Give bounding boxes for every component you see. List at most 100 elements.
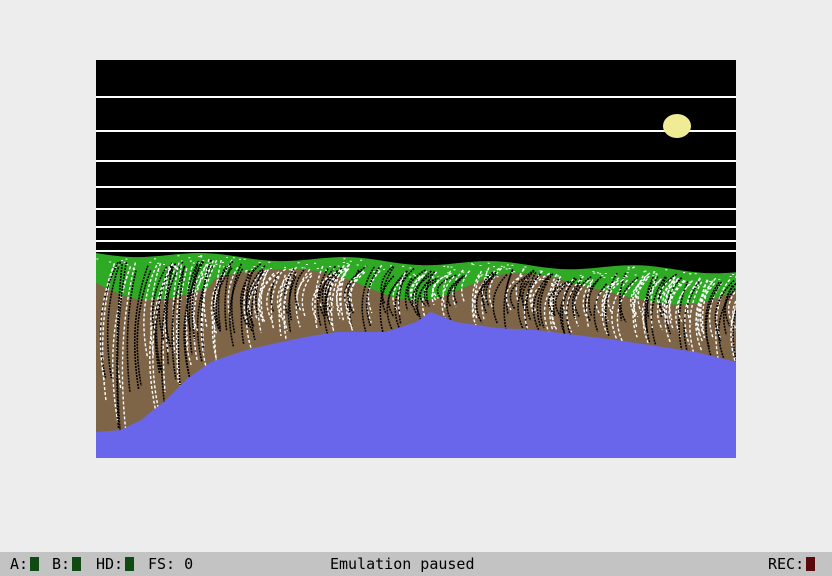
grass-speck [479,265,482,266]
grass-strand [637,273,649,313]
grass-speck [443,265,446,267]
emulator-screen[interactable] [96,60,736,458]
grass-speck [481,274,484,276]
grass-strand [240,270,251,345]
grass-speck [409,276,412,278]
status-message: Emulation paused [330,555,475,573]
grass-strand [200,259,218,367]
grass-strand [571,282,581,319]
grass-speck [121,260,123,262]
grass-strand [386,270,408,333]
grass-speck [447,266,449,268]
grass-strand [270,276,280,330]
status-bar: A: B: HD: FS: 0 Emulation paused REC: [0,552,832,576]
grass-speck [226,256,228,258]
grass-speck [511,264,514,266]
grass-speck [343,258,346,260]
grass-speck [689,273,692,275]
grass-speck [364,265,367,267]
grass-speck [694,273,697,275]
grass-strand [215,267,233,333]
grass-strand [171,265,186,380]
grass-speck [580,280,583,282]
grass-speck [402,265,405,267]
grass-speck [496,276,499,278]
grass-speck [729,276,732,277]
grass-speck [588,279,591,281]
grass-strand [175,260,183,383]
grass-speck [346,262,349,264]
grass-speck [192,262,195,264]
grass-speck [625,276,628,278]
grass-strand [452,269,464,308]
drive-a-label: A: [10,555,29,573]
grass-speck [163,264,165,265]
grass-speck [554,275,557,277]
grass-speck [197,262,200,264]
grass-speck [316,268,319,269]
grass-speck [506,264,509,266]
drive-a-indicator: A: [10,552,40,576]
grass-speck [522,268,525,270]
grass-speck [199,266,202,268]
drive-a-led [30,557,40,571]
grass-speck [253,266,256,267]
grass-speck [437,276,440,278]
grass-speck [550,283,553,284]
grass-strand [258,271,280,323]
grass-speck [627,266,630,268]
grass-strand [442,270,452,309]
grass-strand [665,277,683,335]
drive-b-label: B: [52,555,71,573]
grass-speck [222,266,225,268]
grass-speck [643,271,646,273]
grass-strand [714,279,735,342]
grass-strand [191,263,201,340]
grass-strand [531,279,550,314]
grass-strand [727,289,736,327]
grass-strand [192,263,208,362]
grass-speck [735,276,736,278]
grass-strand [361,266,375,332]
grass-strand [603,279,619,322]
grass-speck [251,268,254,270]
grass-strand [548,277,560,330]
grass-speck [245,271,247,273]
grass-strand [619,276,639,323]
rec-indicator[interactable]: REC: [768,552,816,576]
grass-strand [324,266,345,311]
grass-strand [677,283,691,323]
grass-speck [227,266,230,268]
grass-speck [191,266,194,268]
grass-strand [664,279,685,344]
grass-speck [222,261,224,263]
grass-speck [189,260,192,262]
grass-speck [126,264,129,266]
hd-label: HD: [96,555,124,573]
grass-strand [732,306,736,363]
grass-speck [709,284,712,286]
grass-strand [601,277,620,335]
grass-strand [543,276,562,334]
grass-strand [229,268,244,347]
grass-speck [301,267,304,269]
grass-speck [487,275,489,276]
grass-strand [611,279,629,339]
grass-speck [200,255,203,257]
grass-speck [177,255,180,257]
grass-strand [154,263,175,370]
grass-speck [341,271,344,273]
grass-speck [412,273,415,275]
grass-strand [421,271,438,323]
grass-strand [149,268,171,410]
grass-speck [337,265,340,267]
grass-strand [650,276,666,345]
fs-value: 0 [184,555,194,573]
grass-speck [243,258,246,260]
grass-speck [709,281,712,282]
grass-strand [217,266,226,330]
sky-line [96,96,736,98]
grass-strand [116,264,123,429]
grass-strand [185,266,193,348]
grass-speck [288,269,291,271]
